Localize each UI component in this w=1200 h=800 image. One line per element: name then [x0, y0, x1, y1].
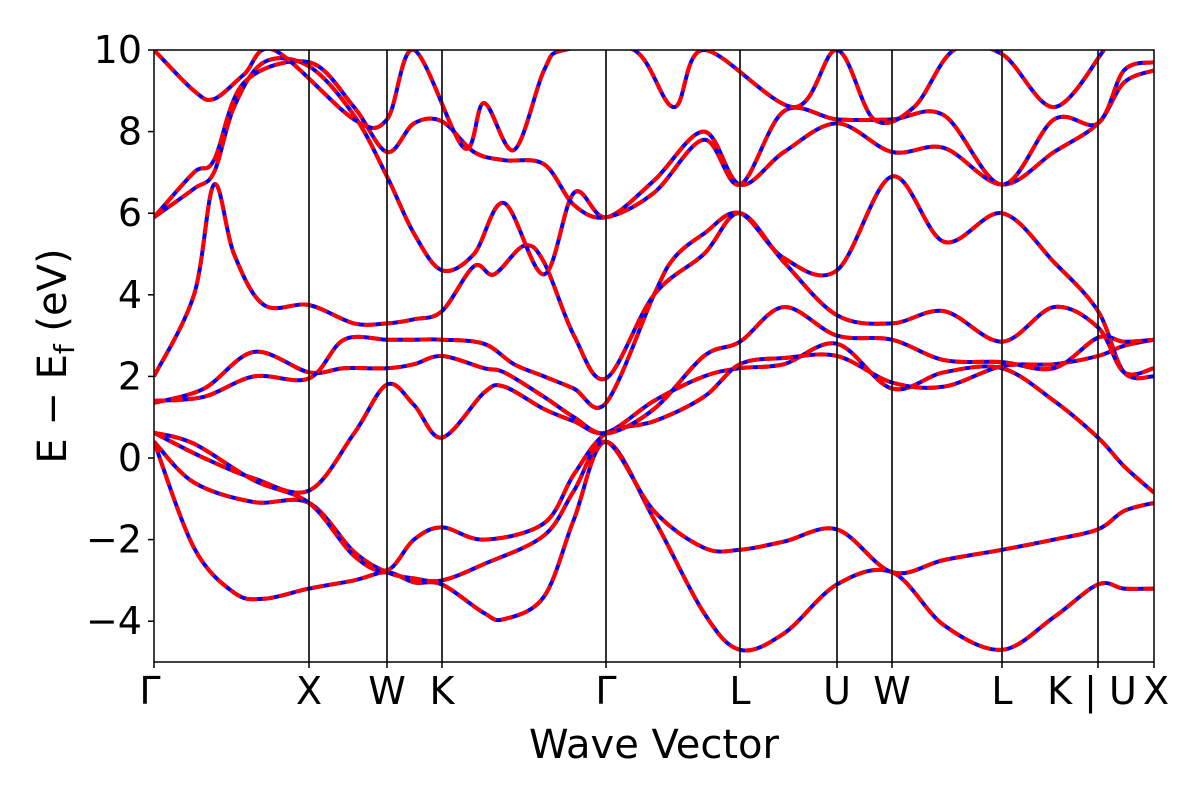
y-tick-label: 2	[118, 354, 142, 398]
y-tick-label: 6	[118, 191, 142, 235]
band-9-tb-line	[154, 59, 1154, 220]
band-1-dft-line	[154, 439, 1154, 653]
y-tick-label: 8	[118, 110, 142, 154]
x-tick-label: Γ	[595, 669, 616, 713]
band-curves	[154, 50, 1154, 653]
y-tick-label: −2	[86, 518, 142, 562]
y-axis-ticks: −4 −2 0 2 4 6 8 10	[86, 28, 154, 643]
x-tick-label: L	[991, 669, 1012, 713]
band-7-tb-line	[154, 182, 1154, 382]
band-4-dft-line	[154, 337, 1154, 573]
y-axis-label: E − Ef (eV)	[30, 248, 81, 463]
band-2-tb-line	[154, 439, 1154, 584]
y-tick-label: 0	[118, 436, 142, 480]
x-tick-label: W	[873, 669, 911, 713]
y-axis-label-subscript: f	[48, 343, 81, 354]
y-tick-label: 10	[94, 28, 142, 72]
high-symmetry-lines	[308, 50, 1099, 662]
x-tick-label: L	[729, 669, 750, 713]
y-axis-label-main: E − E	[30, 354, 76, 464]
band-8-dft-line	[154, 56, 1154, 277]
y-tick-label: 4	[118, 273, 142, 317]
x-tick-label: X	[1143, 669, 1169, 713]
band-8-tb-line	[154, 56, 1154, 277]
x-tick-label: K | U	[1047, 669, 1137, 714]
x-tick-label: U	[823, 669, 851, 713]
x-tick-label: X	[296, 669, 322, 713]
band-1-tb-line	[154, 439, 1154, 653]
band-4-tb-line	[154, 337, 1154, 573]
y-tick-label: −4	[86, 599, 142, 643]
plot-frame	[153, 49, 1155, 663]
x-tick-label: W	[368, 669, 406, 713]
band-10-tb-line	[154, 50, 1106, 153]
x-axis-label: Wave Vector	[529, 722, 780, 768]
x-tick-label: K	[430, 669, 456, 713]
x-tick-label: Γ	[139, 669, 160, 713]
y-axis-label-unit: (eV)	[30, 248, 76, 344]
